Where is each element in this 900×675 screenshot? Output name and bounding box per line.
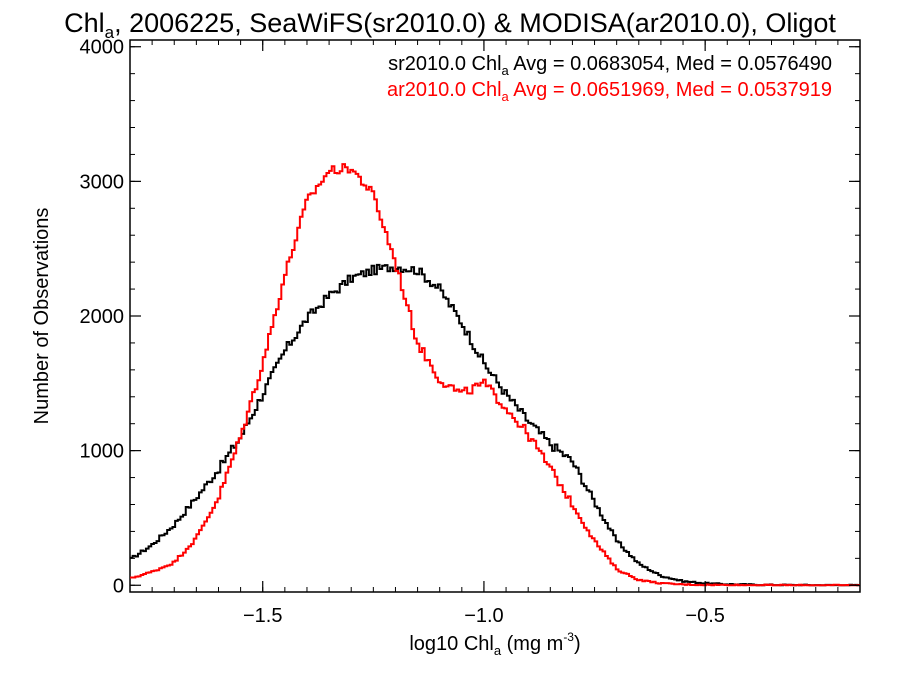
x-tick-label: −0.5 <box>685 605 724 627</box>
title-subscript: a <box>105 23 115 42</box>
series-layer <box>130 163 860 587</box>
series-line-0 <box>130 263 860 587</box>
plot-area: −1.5 −1.0 −0.5 0 1000 2000 3000 4000 <box>80 37 861 627</box>
legend-suffix: Avg = 0.0651969, Med = 0.0537919 <box>509 79 832 101</box>
xlabel-units: (mg m <box>501 633 563 655</box>
legend: sr2010.0 Chla Avg = 0.0683054, Med = 0.0… <box>387 53 832 104</box>
y-tick-label: 0 <box>113 575 124 597</box>
legend-prefix: sr2010.0 Chl <box>388 53 501 75</box>
title-main: Chl <box>64 8 105 38</box>
chart-title: Chla, 2006225, SeaWiFS(sr2010.0) & MODIS… <box>64 8 836 42</box>
y-tick-label: 4000 <box>80 37 125 59</box>
tick-layer: −1.5 −1.0 −0.5 0 1000 2000 3000 4000 <box>80 37 861 627</box>
title-rest: , 2006225, SeaWiFS(sr2010.0) & MODISA(ar… <box>114 8 836 38</box>
x-axis-label: log10 Chla (mg m-3) <box>409 630 580 658</box>
y-axis-label: Number of Observations <box>31 208 53 425</box>
xlabel-superscript: -3 <box>563 630 574 644</box>
x-tick-label: −1.0 <box>464 605 503 627</box>
y-tick-label: 1000 <box>80 441 125 463</box>
xlabel-close: ) <box>574 633 581 655</box>
y-tick-label: 2000 <box>80 306 125 328</box>
series-line-1 <box>130 163 860 587</box>
legend-subscript: a <box>502 89 510 104</box>
x-tick-label: −1.5 <box>243 605 282 627</box>
legend-subscript: a <box>502 63 510 78</box>
xlabel-subscript: a <box>494 643 502 658</box>
legend-suffix: Avg = 0.0683054, Med = 0.0576490 <box>509 53 832 75</box>
legend-entry-1: ar2010.0 Chla Avg = 0.0651969, Med = 0.0… <box>387 79 832 104</box>
y-tick-label: 3000 <box>80 171 125 193</box>
xlabel-main: log10 Chl <box>409 633 494 655</box>
legend-entry-0: sr2010.0 Chla Avg = 0.0683054, Med = 0.0… <box>388 53 832 78</box>
legend-prefix: ar2010.0 Chl <box>387 79 502 101</box>
plot-frame <box>129 39 861 593</box>
